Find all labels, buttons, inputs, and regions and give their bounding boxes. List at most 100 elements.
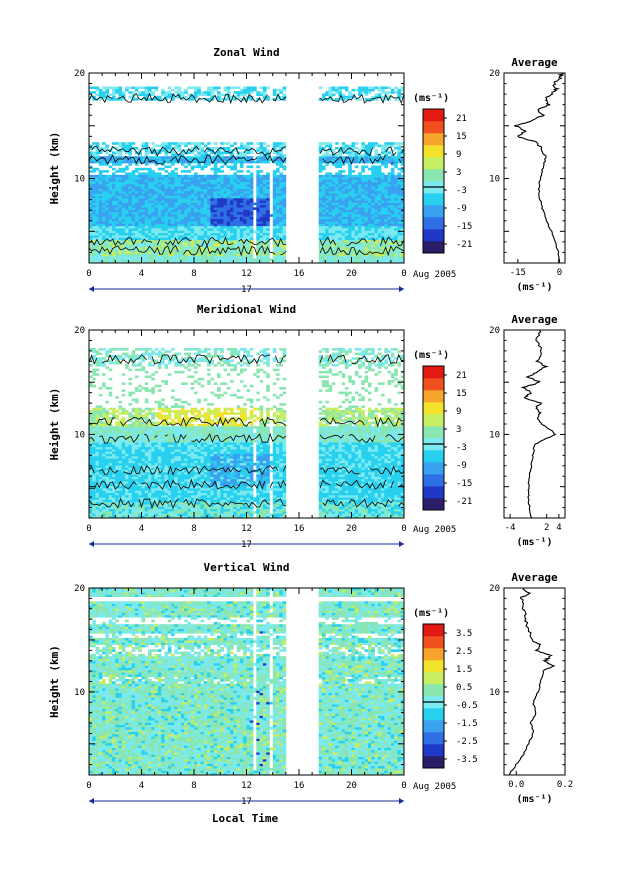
colorbar-frame-vertical [422, 623, 445, 769]
y-tick-label-zonal: 10 [74, 175, 85, 185]
date-label-meridional: Aug 2005 [413, 525, 456, 535]
colorbar-label-vertical: -2.5 [456, 737, 478, 747]
date-label-zonal: Aug 2005 [413, 270, 456, 280]
colorbar-label-vertical: 1.5 [456, 665, 472, 675]
x-tick-label-vertical: 4 [139, 781, 144, 791]
colorbar-label-zonal: 9 [456, 150, 461, 160]
average-x-label-vertical: (ms⁻¹) [516, 794, 552, 805]
colorbar-label-vertical: 3.5 [456, 629, 472, 639]
average-profile-zonal: Average 20 10 -15 0 (ms⁻¹) [489, 56, 566, 293]
average-y-tick-label-vertical: 20 [489, 584, 500, 594]
average-x-tick-label-vertical: 0.0 [508, 780, 524, 790]
average-x-tick-label-vertical: 0.2 [557, 780, 573, 790]
date-arrow-left-zonal [89, 286, 94, 292]
day-label-vertical: 17 [241, 797, 252, 807]
colorbar-label-vertical: -1.5 [456, 719, 478, 729]
x-ticks-zonal [88, 73, 405, 263]
x-tick-label-vertical: 20 [346, 781, 357, 791]
colorbar-label-vertical: 2.5 [456, 647, 472, 657]
colorbar-label-vertical: 0.5 [456, 683, 472, 693]
date-arrow-right-zonal [399, 286, 404, 292]
colorbar-label-vertical: -0.5 [456, 701, 478, 711]
x-tick-label-zonal: 8 [191, 269, 196, 279]
colorbar-label-meridional: 3 [456, 425, 461, 435]
average-title-zonal: Average [511, 56, 558, 69]
average-title-vertical: Average [511, 571, 558, 584]
average-x-tick-label-meridional: -4 [505, 523, 516, 533]
average-profile-meridional: Average 20 10 -4 2 4 (ms⁻¹) [489, 313, 566, 548]
x-tick-label-zonal: 20 [346, 269, 357, 279]
colorbar-label-meridional: 15 [456, 389, 467, 399]
colorbar-unit-zonal: (ms⁻¹) [413, 93, 449, 104]
y-tick-label-meridional: 10 [74, 430, 85, 440]
average-frame-vertical [503, 587, 566, 776]
y-tick-label-vertical: 10 [74, 688, 85, 698]
panel-title-meridional: Meridional Wind [197, 303, 296, 316]
average-profile-vertical: Average 20 10 0.0 0.2 (ms⁻¹) [489, 571, 573, 805]
colorbar-label-meridional: 21 [456, 371, 467, 381]
y-tick-label-meridional: 20 [74, 326, 85, 336]
day-label-meridional: 17 [241, 540, 252, 550]
colorbar-label-meridional: -15 [456, 479, 472, 489]
y-axis-title-zonal: Height (km) [48, 132, 61, 205]
heatmap-cells-meridional [89, 348, 405, 519]
colorbar-label-zonal: 15 [456, 132, 467, 142]
colorbar-label-meridional: 9 [456, 407, 461, 417]
x-tick-label-zonal: 16 [294, 269, 305, 279]
x-tick-label-meridional: 20 [346, 524, 357, 534]
x-tick-label-meridional: 16 [294, 524, 305, 534]
colorbar-label-zonal: -3 [456, 186, 467, 196]
average-x-tick-label-meridional: 2 [544, 523, 549, 533]
panel-meridional: Meridional Wind 20 10 0 4 8 12 16 20 0 17 Aug 2005 H… [48, 303, 566, 550]
x-tick-label-meridional: 12 [241, 524, 252, 534]
colorbar-unit-meridional: (ms⁻¹) [413, 350, 449, 361]
average-x-label-zonal: (ms⁻¹) [516, 282, 552, 293]
average-title-meridional: Average [511, 313, 558, 326]
average-profile-line-vertical [508, 587, 556, 776]
colorbar-label-zonal: -15 [456, 222, 472, 232]
colorbar-frame-meridional [422, 365, 445, 511]
x-tick-label-zonal: 0 [401, 269, 406, 279]
y-tick-label-vertical: 20 [74, 584, 85, 594]
average-x-tick-label-zonal: -15 [510, 268, 526, 278]
average-y-tick-label-zonal: 20 [489, 69, 500, 79]
y-ticks-vertical [89, 587, 404, 776]
y-axis-title-meridional: Height (km) [48, 388, 61, 461]
colorbar-label-meridional: -9 [456, 461, 467, 471]
average-profile-line-meridional [520, 329, 557, 519]
colorbar-zonal: 21 15 9 3 -3 -9 -15 -21 (ms⁻¹) [413, 93, 472, 254]
x-tick-label-meridional: 8 [191, 524, 196, 534]
heatmap-cells-vertical [89, 587, 405, 776]
panel-vertical: Vertical Wind 20 10 0 4 8 12 16 20 0 17 Aug 2005 Hei… [48, 561, 573, 807]
colorbar-label-zonal: 3 [456, 168, 461, 178]
date-arrow-left-meridional [89, 541, 94, 547]
x-tick-label-meridional: 0 [401, 524, 406, 534]
contours-zonal [88, 92, 405, 257]
x-ticks-vertical [88, 588, 405, 775]
heatmap-cells-zonal [89, 86, 405, 264]
contours-meridional [88, 353, 405, 510]
day-label-zonal: 17 [241, 285, 252, 295]
panel-zonal: Zonal Wind 20 10 0 4 8 12 16 20 0 17 Aug 2005 Height… [48, 46, 566, 295]
y-ticks-zonal [89, 72, 404, 264]
date-label-vertical: Aug 2005 [413, 782, 456, 792]
average-y-tick-label-zonal: 10 [489, 175, 500, 185]
x-tick-label-zonal: 12 [241, 269, 252, 279]
x-tick-label-vertical: 8 [191, 781, 196, 791]
time-axis-title: Local Time [212, 812, 279, 825]
x-tick-label-meridional: 4 [139, 524, 144, 534]
colorbar-meridional: 21 15 9 3 -3 -9 -15 -21 (ms⁻¹) [413, 350, 472, 511]
average-frame-meridional [503, 329, 566, 519]
average-profile-line-zonal [514, 72, 565, 264]
colorbar-label-zonal: 21 [456, 114, 467, 124]
average-y-tick-label-meridional: 20 [489, 326, 500, 336]
average-y-tick-label-meridional: 10 [489, 430, 500, 440]
colorbar-unit-vertical: (ms⁻¹) [413, 608, 449, 619]
x-tick-label-vertical: 12 [241, 781, 252, 791]
panel-title-vertical: Vertical Wind [203, 561, 289, 574]
x-tick-label-vertical: 0 [401, 781, 406, 791]
colorbar-label-meridional: -21 [456, 497, 472, 507]
x-tick-label-zonal: 0 [86, 269, 91, 279]
date-arrow-right-vertical [399, 798, 404, 804]
